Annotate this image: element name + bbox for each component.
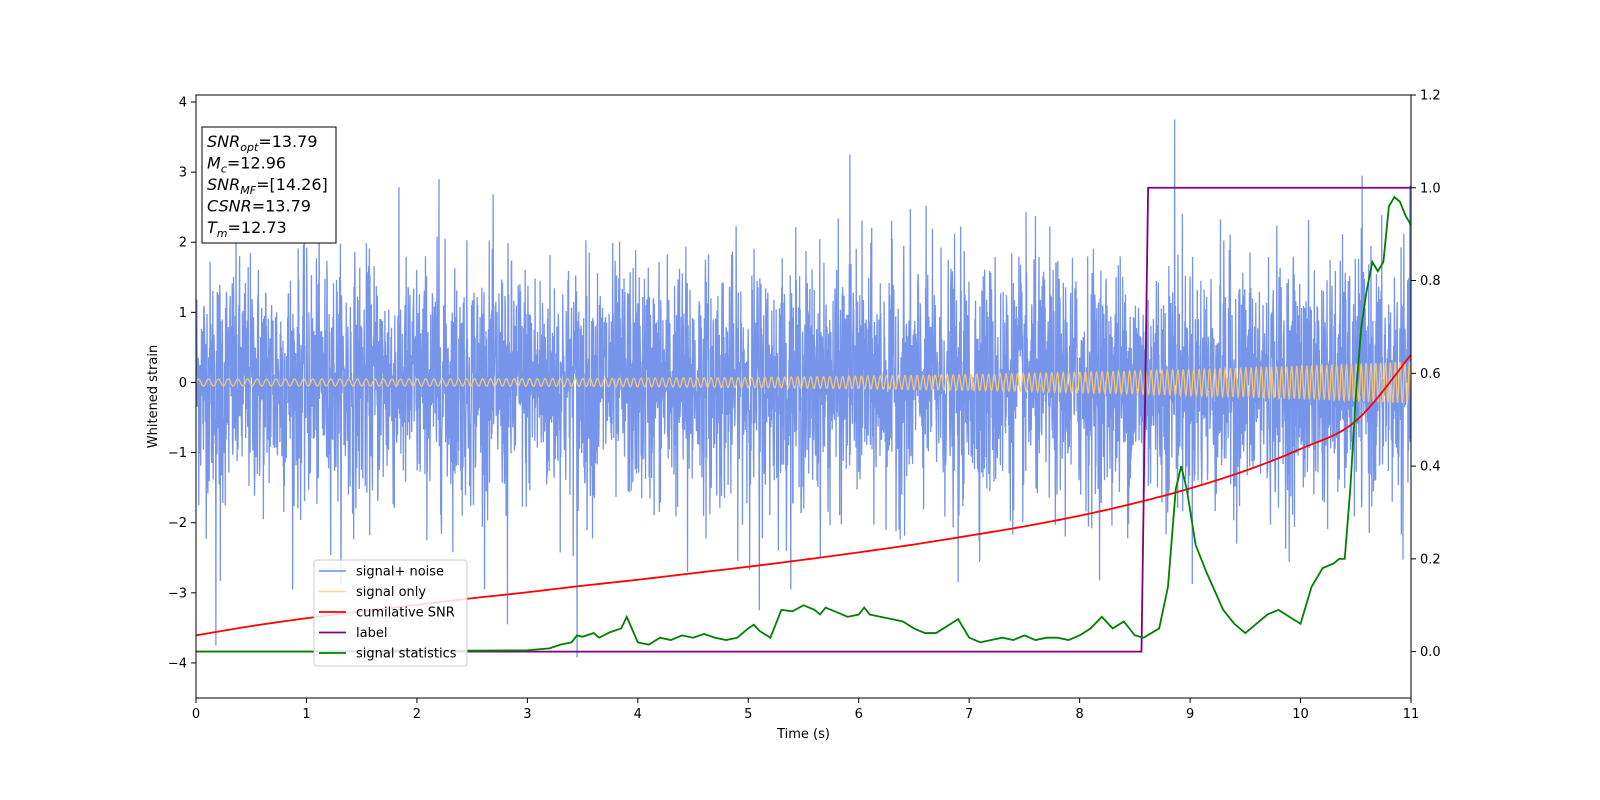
x-tick-label: 6 — [855, 707, 863, 722]
series-signal-statistics-line — [196, 195, 1411, 653]
y2-tick-label: 1.2 — [1420, 89, 1441, 104]
legend-label: label — [356, 626, 387, 641]
x-tick-label: 4 — [634, 707, 642, 722]
y-tick-label: −1 — [168, 446, 187, 461]
y-tick-label: −3 — [168, 586, 187, 601]
legend: signal+ noise signal only cumilative SNR la… — [313, 559, 468, 667]
x-axis-label: Time (s) — [776, 727, 830, 742]
y2-tick-label: 0.8 — [1420, 274, 1441, 289]
info-line: CSNR=13.79 — [207, 197, 311, 216]
info-line: Mc=12.96 — [207, 154, 286, 176]
legend-item: label — [319, 626, 387, 641]
x-tick-label: 9 — [1186, 707, 1194, 722]
y-tick-label: 4 — [179, 96, 187, 111]
x-tick-label: 0 — [192, 707, 200, 722]
x-tick-label: 10 — [1292, 707, 1309, 722]
legend-item: cumilative SNR — [319, 606, 455, 621]
legend-item: signal only — [319, 585, 426, 600]
y-axis-left: −4 −3 −2 −1 0 1 2 3 4 — [168, 96, 196, 671]
legend-label: signal statistics — [356, 647, 457, 662]
y2-tick-label: 0.4 — [1420, 460, 1441, 475]
y-tick-label: 3 — [179, 166, 187, 181]
x-tick-label: 3 — [523, 707, 531, 722]
x-tick-label: 5 — [744, 707, 752, 722]
legend-label: cumilative SNR — [356, 606, 455, 621]
legend-label: signal+ noise — [356, 565, 444, 580]
y2-tick-label: 0.6 — [1420, 367, 1441, 382]
y-tick-label: 2 — [179, 236, 187, 251]
legend-label: signal only — [356, 585, 426, 600]
x-tick-label: 11 — [1403, 707, 1420, 722]
y2-tick-label: 1.0 — [1420, 181, 1441, 196]
x-axis: 0 1 2 3 4 5 6 7 8 9 10 11 — [192, 698, 1419, 722]
y-tick-label: −2 — [168, 516, 187, 531]
x-tick-label: 1 — [302, 707, 310, 722]
legend-item: signal+ noise — [319, 565, 444, 580]
info-line: Tm=12.73 — [207, 218, 287, 240]
y-axis-label: Whitened strain — [146, 345, 161, 448]
y2-tick-label: 0.2 — [1420, 552, 1441, 567]
info-box-frame — [201, 126, 337, 244]
info-line: SNRopt=13.79 — [207, 132, 318, 154]
y-tick-label: 0 — [179, 376, 187, 391]
series-signal-only-line — [196, 359, 1411, 404]
axes-frame — [195, 94, 1412, 699]
y2-tick-label: 0.0 — [1420, 645, 1441, 660]
x-tick-label: 2 — [413, 707, 421, 722]
info-box: SNRopt=13.79Mc=12.96SNRMF=[14.26]CSNR=13… — [201, 126, 337, 244]
legend-frame — [313, 559, 468, 667]
x-tick-label: 8 — [1075, 707, 1083, 722]
series-label-line — [196, 186, 1411, 653]
y-tick-label: −4 — [168, 656, 187, 671]
legend-item: signal statistics — [319, 647, 457, 662]
info-line: SNRMF=[14.26] — [207, 175, 328, 197]
y-axis-right: 0.0 0.2 0.4 0.6 0.8 1.0 1.2 — [1411, 89, 1441, 660]
y-tick-label: 1 — [179, 306, 187, 321]
x-tick-label: 7 — [965, 707, 973, 722]
